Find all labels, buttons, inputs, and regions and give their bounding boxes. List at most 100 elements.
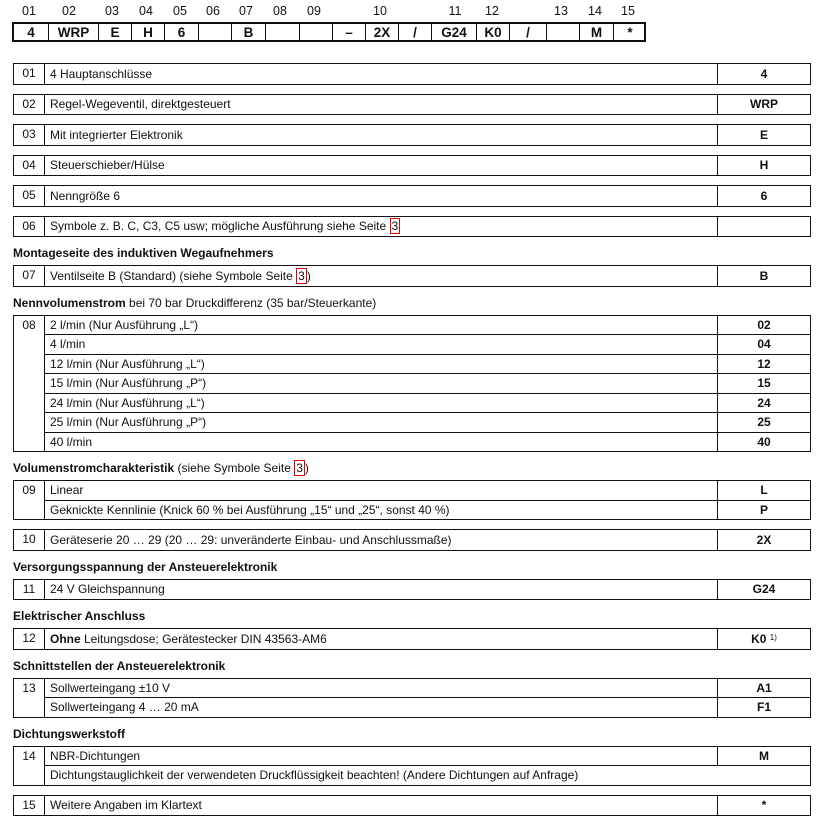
group-heading-bold: Versorgungsspannung der Ansteuerelektron…	[13, 559, 278, 574]
option-code-value: WRP	[750, 97, 778, 112]
option-code: 04	[717, 334, 811, 355]
option-group: Versorgungsspannung der Ansteuerelektron…	[13, 560, 811, 601]
option-code: K0 1)	[717, 628, 811, 650]
option-code: L	[717, 480, 811, 501]
option-code: *	[717, 794, 811, 816]
position-number: 03	[13, 124, 45, 146]
option-group: 06 Symbole z. B. C, C3, C5 usw; mögliche …	[13, 215, 811, 238]
option-group: 03 Mit integrierter Elektronik E	[13, 124, 811, 146]
group-heading-text: (siehe Symbole Seite	[174, 461, 295, 475]
position-number: 10	[13, 529, 45, 551]
option-description-text: Geräteserie 20 … 29 (20 … 29: unveränder…	[50, 532, 452, 547]
option-description-text: Weitere Angaben im Klartext	[50, 798, 202, 813]
option-code: E	[717, 124, 811, 146]
option-description-text: Sollwerteingang ±10 V	[50, 680, 170, 695]
option-table: 13 Sollwerteingang ±10 V A1 Sollwerteingang…	[13, 677, 811, 718]
option-table: 09 Linear L Geknickte Kennlinie (Knick 60 %…	[13, 480, 811, 520]
option-description: 4 l/min	[44, 334, 718, 355]
group-heading: Montageseite des induktiven Wegaufnehmer…	[13, 246, 811, 265]
option-table: 11 24 V Gleichspannung G24	[13, 578, 811, 601]
option-code-value: 6	[760, 188, 768, 203]
option-code: P	[717, 499, 811, 520]
option-table: 10 Geräteserie 20 … 29 (20 … 29: unveränd…	[13, 529, 811, 551]
option-group: 15 Weitere Angaben im Klartext *	[13, 794, 811, 817]
option-description-text: 4 l/min	[50, 337, 86, 352]
code-cell	[547, 24, 580, 40]
group-heading-bold: Dichtungswerkstoff	[13, 726, 126, 741]
page-reference-link: 3	[296, 267, 307, 284]
group-heading: Volumenstromcharakteristik (siehe Symbol…	[13, 460, 811, 480]
option-table: 02 Regel-Wegeventil, direktgesteuert WRP	[13, 93, 811, 116]
table-row: 02 Regel-Wegeventil, direktgesteuert WRP	[13, 93, 811, 115]
code-position-label: 02	[62, 4, 76, 18]
option-table: 05 Nenngröße 6 6	[13, 185, 811, 207]
table-row: 06 Symbole z. B. C, C3, C5 usw; mögliche …	[13, 215, 811, 237]
group-heading-text: )	[304, 461, 309, 475]
option-description: Symbole z. B. C, C3, C5 usw; mögliche Au…	[44, 215, 718, 237]
option-description: Regel-Wegeventil, direktgesteuert	[44, 93, 718, 115]
option-description-text: Dichtungstauglichkeit der verwendeten Dr…	[50, 768, 579, 783]
option-description-text: Mit integrierter Elektronik	[50, 127, 183, 142]
option-description: Linear	[44, 480, 718, 501]
option-code: 12	[717, 353, 811, 374]
code-cell: –	[333, 24, 366, 40]
code-position-label: 04	[139, 4, 153, 18]
option-code: 02	[717, 314, 811, 335]
option-code-value: 15	[757, 376, 771, 391]
group-heading-bold: Volumenstromcharakteristik	[13, 461, 175, 475]
position-number: 13	[13, 677, 45, 718]
table-row: Dichtungstauglichkeit der verwendeten Dr…	[14, 765, 811, 786]
option-group: Dichtungswerkstoff 14 NBR-Dichtungen M Dicht…	[13, 727, 811, 786]
code-position-label: 06	[206, 4, 220, 18]
code-boxes: 4 WRP E H 6 B –2X / G24 K0/M *	[12, 22, 646, 42]
table-row: 15 Weitere Angaben im Klartext *	[13, 794, 811, 816]
code-cell: /	[399, 24, 432, 40]
position-number: 07	[13, 265, 45, 287]
option-description: 24 l/min (Nur Ausführung „L“)	[44, 392, 718, 413]
option-code: 4	[717, 63, 811, 85]
option-group: Elektrischer Anschluss 12 Ohne Leitungsdos…	[13, 609, 811, 650]
group-heading: Schnittstellen der Ansteuerelektronik	[13, 659, 811, 678]
table-row: 09 Linear L	[13, 480, 811, 520]
code-cell: WRP	[49, 24, 99, 40]
option-description: 12 l/min (Nur Ausführung „L“)	[44, 353, 718, 374]
option-description-text: Leitungsdose; Gerätestecker DIN 43563-AM…	[80, 631, 327, 646]
position-number: 12	[13, 628, 45, 650]
ordering-code-table: 01 4 Hauptanschlüsse 4 02 Regel-Wegeventil, …	[13, 63, 811, 825]
position-number: 01	[13, 63, 45, 85]
table-row: 4 l/min 04	[14, 334, 811, 355]
option-group: 04 Steuerschieber/Hülse H	[13, 154, 811, 177]
table-row: 04 Steuerschieber/Hülse H	[13, 154, 811, 176]
position-number: 06	[13, 215, 45, 237]
code-position-label: 05	[173, 4, 187, 18]
table-row: 12 l/min (Nur Ausführung „L“) 12	[14, 353, 811, 374]
option-table: 06 Symbole z. B. C, C3, C5 usw; mögliche …	[13, 215, 811, 238]
group-heading-bold: Nennvolumenstrom	[13, 295, 126, 310]
group-heading-bold: Montageseite des induktiven Wegaufnehmer…	[13, 246, 274, 260]
table-row: 07 Ventilseite B (Standard) (siehe Symbol…	[13, 265, 811, 287]
option-description: Mit integrierter Elektronik	[44, 124, 718, 146]
table-row: 15 l/min (Nur Ausführung „P“) 15	[14, 373, 811, 394]
option-group: 02 Regel-Wegeventil, direktgesteuert WRP	[13, 93, 811, 116]
option-code-value: *	[761, 798, 767, 813]
table-row: Geknickte Kennlinie (Knick 60 % bei Ausf…	[14, 499, 811, 520]
option-description: Sollwerteingang ±10 V	[44, 677, 718, 698]
option-description-text: Ventilseite B (Standard) (siehe Symbole …	[50, 268, 297, 283]
option-description-text: 15 l/min (Nur Ausführung „P“)	[50, 376, 207, 391]
table-row: 12 Ohne Leitungsdose; Gerätestecker DIN 4…	[13, 628, 811, 650]
position-number: 08	[13, 314, 45, 452]
option-table: 15 Weitere Angaben im Klartext *	[13, 794, 811, 817]
option-group: 01 4 Hauptanschlüsse 4	[13, 63, 811, 85]
option-table: 03 Mit integrierter Elektronik E	[13, 124, 811, 146]
option-code: 15	[717, 373, 811, 394]
option-description: Dichtungstauglichkeit der verwendeten Dr…	[44, 765, 811, 786]
option-description-text: 4 Hauptanschlüsse	[50, 66, 153, 81]
code-position-label: 03	[105, 4, 119, 18]
position-number: 09	[13, 480, 45, 520]
option-code: 25	[717, 412, 811, 433]
group-heading: Versorgungsspannung der Ansteuerelektron…	[13, 560, 811, 579]
option-code: F1	[717, 697, 811, 718]
option-code: M	[717, 745, 811, 766]
option-description: 2 l/min (Nur Ausführung „L“)	[44, 314, 718, 335]
code-cell: B	[232, 24, 266, 40]
